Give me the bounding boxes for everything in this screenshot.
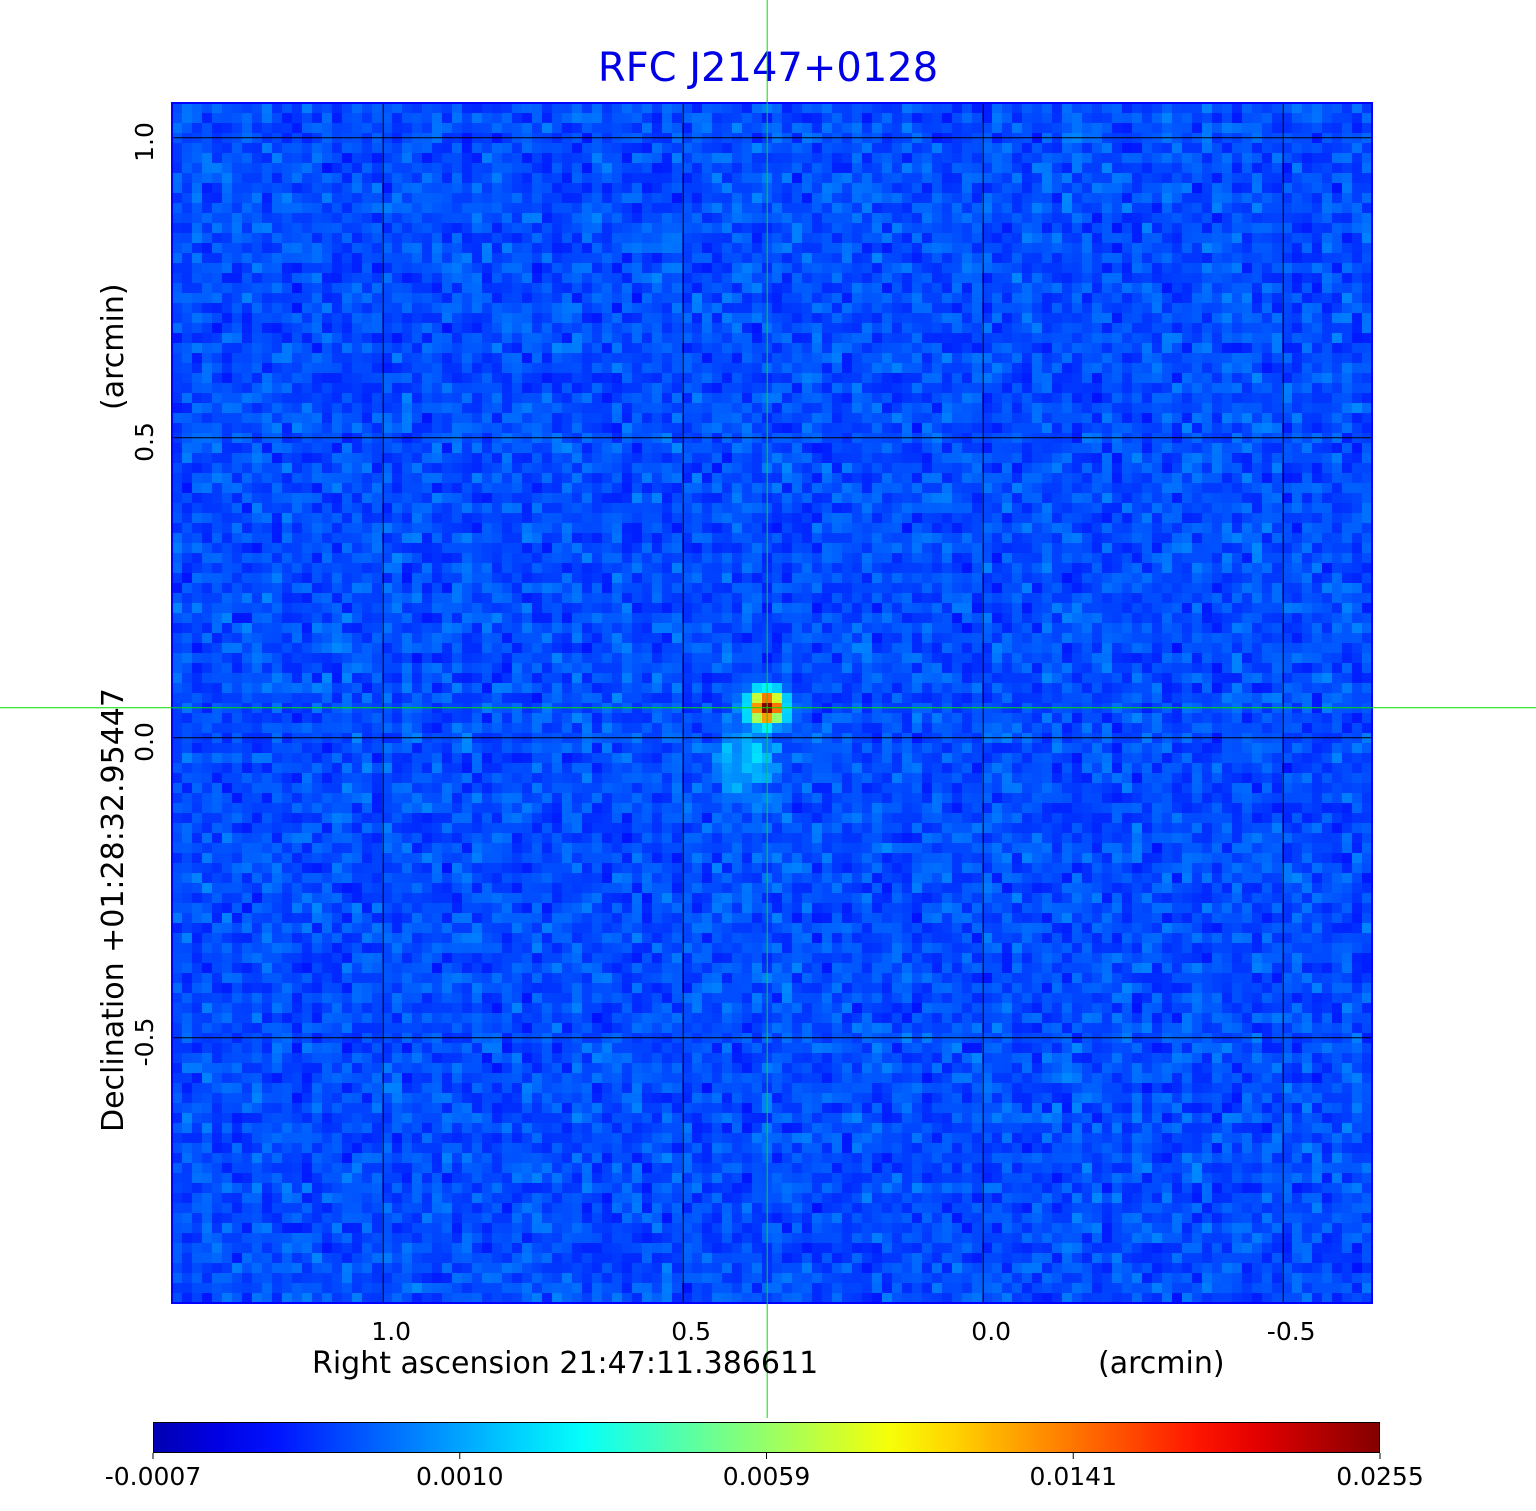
x-axis-label: Right ascension 21:47:11.386611 (312, 1346, 819, 1381)
x-axis-unit: (arcmin) (1098, 1346, 1225, 1381)
y-tick-label: 1.0 (130, 121, 159, 162)
y-axis-unit: (arcmin) (96, 283, 131, 410)
colorbar-tick-label: 0.0255 (1336, 1462, 1424, 1491)
colorbar-tick-label: -0.0007 (104, 1462, 202, 1491)
colorbar (153, 1422, 1380, 1453)
heatmap-image (172, 103, 1372, 1303)
x-tick-label: 0.5 (671, 1317, 712, 1346)
x-tick-label: 1.0 (371, 1317, 412, 1346)
plot-frame (171, 102, 1373, 1304)
x-tick-label: 0.0 (971, 1317, 1012, 1346)
colorbar-tick-label: 0.0010 (416, 1462, 504, 1491)
y-tick-label: 0.0 (130, 721, 159, 762)
y-axis-label: Declination +01:28:32.95447 (96, 688, 131, 1132)
chart-title: RFC J2147+0128 (597, 45, 939, 91)
y-tick-label: -0.5 (130, 1017, 159, 1067)
colorbar-tick-label: 0.0141 (1029, 1462, 1117, 1491)
y-tick-label: 0.5 (130, 421, 159, 462)
x-tick-label: -0.5 (1266, 1317, 1316, 1346)
colorbar-tick-label: 0.0059 (722, 1462, 811, 1491)
